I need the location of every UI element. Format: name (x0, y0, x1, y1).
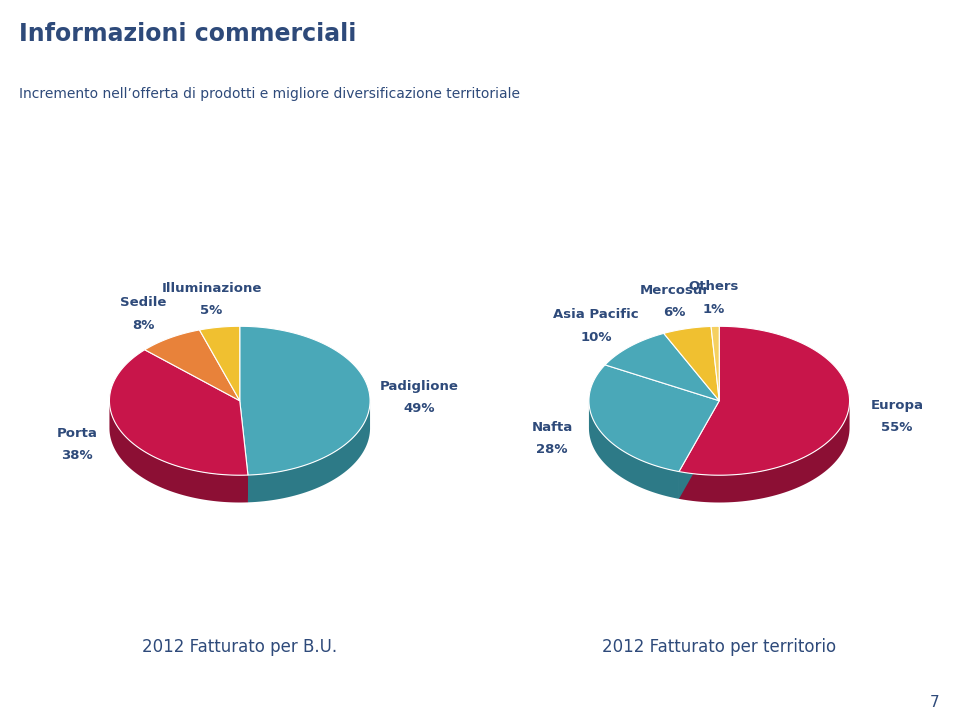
Text: Informazioni commerciali: Informazioni commerciali (19, 22, 357, 45)
FancyBboxPatch shape (11, 90, 469, 660)
Polygon shape (664, 327, 719, 401)
Text: Porta: Porta (57, 427, 98, 440)
Text: Illuminazione: Illuminazione (161, 282, 262, 295)
Text: Mercosur: Mercosur (640, 283, 710, 296)
Text: 5%: 5% (200, 304, 222, 317)
Text: Others: Others (689, 280, 738, 293)
Text: 49%: 49% (404, 402, 435, 415)
Text: Incremento nell’offerta di prodotti e migliore diversificazione territoriale: Incremento nell’offerta di prodotti e mi… (19, 87, 520, 100)
Polygon shape (679, 401, 719, 499)
Text: 2012 Fatturato per territorio: 2012 Fatturato per territorio (602, 638, 836, 656)
Polygon shape (240, 401, 248, 503)
Text: 7: 7 (930, 695, 940, 710)
Text: 6%: 6% (664, 306, 686, 319)
Text: Padiglione: Padiglione (380, 380, 459, 393)
Text: 1%: 1% (703, 303, 725, 316)
Text: Europa: Europa (871, 399, 924, 412)
Text: Nafta: Nafta (531, 421, 573, 434)
Polygon shape (109, 350, 248, 475)
Text: 38%: 38% (61, 449, 93, 462)
Polygon shape (605, 333, 719, 401)
Polygon shape (589, 365, 719, 472)
Polygon shape (240, 401, 248, 503)
Polygon shape (711, 327, 719, 401)
Polygon shape (248, 402, 370, 503)
Text: Asia Pacific: Asia Pacific (553, 308, 639, 321)
Polygon shape (145, 330, 240, 401)
Polygon shape (679, 327, 850, 475)
Text: 28%: 28% (536, 443, 568, 456)
Polygon shape (199, 327, 240, 401)
FancyBboxPatch shape (490, 90, 948, 660)
Text: 10%: 10% (580, 330, 612, 343)
Polygon shape (679, 401, 850, 503)
Text: 55%: 55% (881, 422, 913, 435)
Polygon shape (679, 401, 719, 499)
Polygon shape (240, 327, 370, 475)
Text: Sedile: Sedile (120, 296, 167, 309)
Text: 8%: 8% (132, 319, 154, 332)
Text: 2012 Fatturato per B.U.: 2012 Fatturato per B.U. (142, 638, 338, 656)
Polygon shape (589, 400, 679, 499)
Polygon shape (109, 400, 248, 503)
